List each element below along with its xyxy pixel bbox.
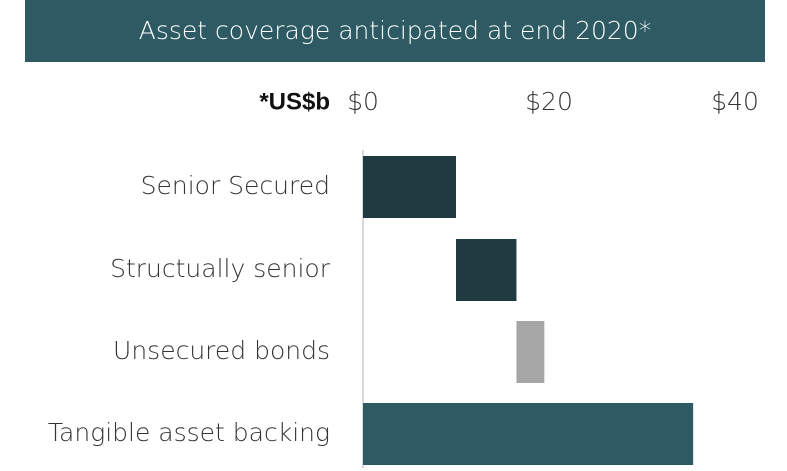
bar xyxy=(363,403,694,465)
chart-title: Asset coverage anticipated at end 2020* xyxy=(139,16,651,45)
x-tick-label: $0 xyxy=(347,87,379,116)
unit-label: *US$b xyxy=(259,88,330,115)
x-tick-label: $20 xyxy=(525,87,573,116)
x-tick-label: $40 xyxy=(711,87,759,116)
category-label: Tangible asset backing xyxy=(48,418,330,447)
bar xyxy=(516,321,545,383)
category-label: Senior Secured xyxy=(141,171,330,200)
category-label: Structually senior xyxy=(110,254,331,283)
category-label: Unsecured bonds xyxy=(113,336,330,365)
title-banner xyxy=(25,0,765,62)
bar xyxy=(363,156,456,218)
bar xyxy=(456,239,517,301)
